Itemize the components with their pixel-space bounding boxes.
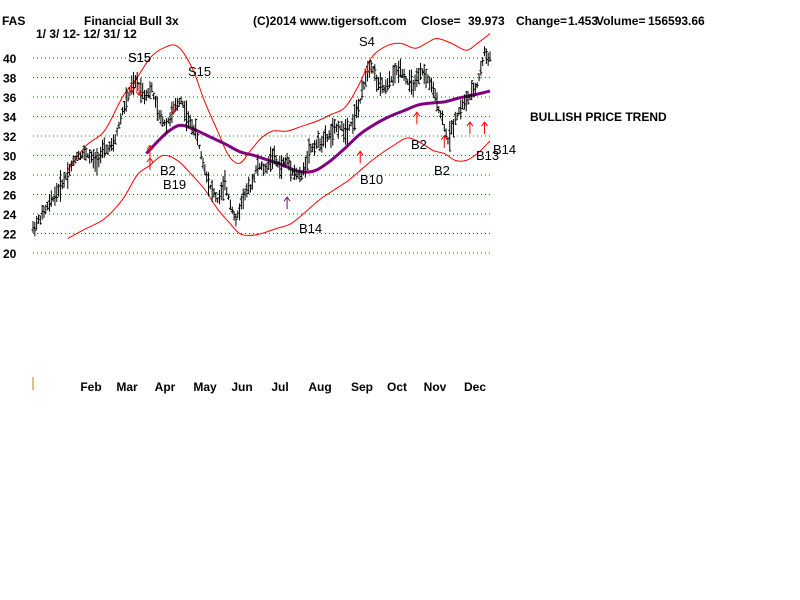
fund-name: Financial Bull 3x: [84, 14, 179, 28]
signal-label: B2: [411, 137, 427, 152]
buy-signal-arrow-head: [283, 196, 291, 202]
signal-label: B14: [493, 142, 516, 157]
x-tick-label: Sep: [351, 380, 373, 394]
y-tick-label: 40: [3, 52, 17, 66]
signal-label: S15: [128, 50, 151, 65]
sell-signal-arrow-head: [128, 88, 136, 94]
volume-value: 156593.66: [648, 14, 705, 28]
buy-signal-arrow-head: [413, 111, 421, 117]
buy-signal-arrow-head: [466, 121, 474, 127]
signal-label: B14: [299, 221, 322, 236]
y-tick-label: 38: [3, 72, 17, 86]
y-tick-label: 20: [3, 247, 17, 261]
x-tick-label: Dec: [464, 380, 486, 394]
sell-signal-arrow-head: [170, 108, 178, 114]
trend-annotation: BULLISH PRICE TREND: [530, 110, 667, 124]
change-value: 1.453: [568, 14, 598, 28]
x-tick-label: May: [193, 380, 217, 394]
y-tick-label: 36: [3, 91, 17, 105]
buy-signal-arrow-head: [146, 157, 154, 163]
signal-label: B13: [476, 148, 499, 163]
y-tick-label: 30: [3, 150, 17, 164]
signal-label: B2: [160, 163, 176, 178]
x-tick-label: Feb: [80, 380, 101, 394]
y-axis-ticks: 20 22 24 26 28 30 32 34 36 38 40: [3, 52, 17, 261]
signal-label: B2: [434, 163, 450, 178]
envelope-bands: [67, 33, 491, 239]
moving-average: [145, 89, 491, 174]
lower-band-line: [67, 137, 491, 239]
header: FAS Financial Bull 3x 1/ 3/ 12- 12/ 31/ …: [2, 14, 705, 41]
y-tick-label: 34: [3, 111, 17, 125]
ticker-label: FAS: [2, 14, 25, 28]
y-tick-label: 22: [3, 228, 17, 242]
y-tick-label: 28: [3, 169, 17, 183]
buy-signal-arrow-head: [440, 134, 448, 140]
x-tick-label: Nov: [424, 380, 447, 394]
signal-label: S15: [128, 50, 151, 65]
date-range: 1/ 3/ 12- 12/ 31/ 12: [36, 27, 137, 41]
close-value: 39.973: [468, 14, 505, 28]
change-label: Change=: [516, 14, 567, 28]
x-tick-label: Jun: [231, 380, 252, 394]
moving-average-line: [145, 89, 491, 174]
x-tick-label: Jul: [271, 380, 288, 394]
signal-label: B10: [360, 172, 383, 187]
sell-signal-arrow-head: [135, 91, 143, 97]
y-tick-label: 24: [3, 208, 17, 222]
x-tick-label: Mar: [116, 380, 138, 394]
sell-signal-arrow-head: [364, 68, 371, 74]
buy-signal-arrow-head: [481, 121, 488, 127]
signal-label: B19: [163, 177, 186, 192]
copyright-label: (C)2014 www.tigersoft.com: [253, 14, 407, 28]
x-axis-ticks: Feb Mar Apr May Jun Jul Aug Sep Oct Nov Dec: [80, 380, 486, 394]
buy-signal-arrow-head: [146, 144, 154, 150]
x-tick-label: Apr: [155, 380, 176, 394]
x-tick-label: Oct: [387, 380, 407, 394]
y-tick-label: 32: [3, 130, 17, 144]
upper-band-line: [67, 33, 491, 171]
y-tick-label: 26: [3, 189, 17, 203]
signal-label: S15: [188, 64, 211, 79]
x-tick-label: Aug: [308, 380, 331, 394]
volume-label: Volume=: [596, 14, 645, 28]
close-label: Close=: [421, 14, 461, 28]
buy-signal-arrow-head: [356, 150, 364, 156]
signal-label: S4: [359, 34, 375, 49]
